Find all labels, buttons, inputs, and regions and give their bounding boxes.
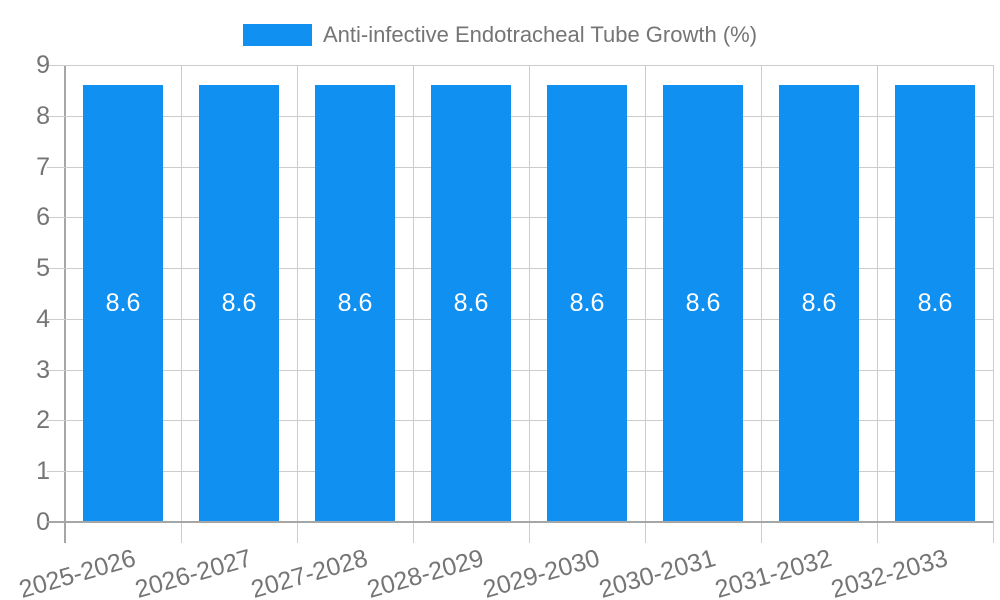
bar: 8.6 [663,85,743,522]
legend-label: Anti-infective Endotracheal Tube Growth … [322,22,758,47]
horizontal-gridline [47,420,993,422]
bar-value-label: 8.6 [221,289,257,318]
vertical-gridline [761,65,762,543]
y-axis-tick-label: 6 [36,203,50,232]
bar: 8.6 [315,85,395,522]
bar: 8.6 [431,85,511,522]
y-axis-tick-label: 0 [36,508,50,536]
vertical-gridline [413,65,414,543]
horizontal-gridline [47,471,993,473]
y-axis-tick-label: 8 [36,101,50,130]
bar: 8.6 [199,85,279,522]
bar-value-label: 8.6 [337,289,373,318]
bar-value-label: 8.6 [685,289,721,318]
y-axis-tick-label: 3 [36,355,50,384]
y-axis-line [64,65,66,543]
vertical-gridline [993,65,994,543]
vertical-gridline [181,65,182,543]
y-axis-tick-label: 5 [36,254,50,283]
y-axis-tick-label: 4 [36,304,50,333]
vertical-gridline [877,65,878,543]
y-axis-tick-label: 1 [36,457,50,486]
bar-value-label: 8.6 [917,289,953,318]
bar: 8.6 [83,85,163,522]
horizontal-gridline [47,217,993,219]
horizontal-gridline [47,166,993,168]
vertical-gridline [529,65,530,543]
legend-swatch [242,24,312,46]
horizontal-gridline [47,318,993,320]
horizontal-gridline [47,65,993,66]
bar-value-label: 8.6 [453,289,489,318]
bar-value-label: 8.6 [105,289,141,318]
bar: 8.6 [895,85,975,522]
y-axis-tick-label: 9 [36,51,50,79]
horizontal-gridline [47,115,993,117]
vertical-gridline [297,65,298,543]
horizontal-gridline [47,268,993,270]
vertical-gridline [645,65,646,543]
bar: 8.6 [547,85,627,522]
bar-value-label: 8.6 [801,289,837,318]
bar-value-label: 8.6 [569,289,605,318]
bar: 8.6 [779,85,859,522]
horizontal-gridline [47,369,993,371]
legend: Anti-infective Endotracheal Tube Growth … [0,22,1000,48]
y-axis-tick-label: 7 [36,152,50,181]
y-axis-tick-label: 2 [36,406,50,435]
x-axis-line [47,521,993,523]
